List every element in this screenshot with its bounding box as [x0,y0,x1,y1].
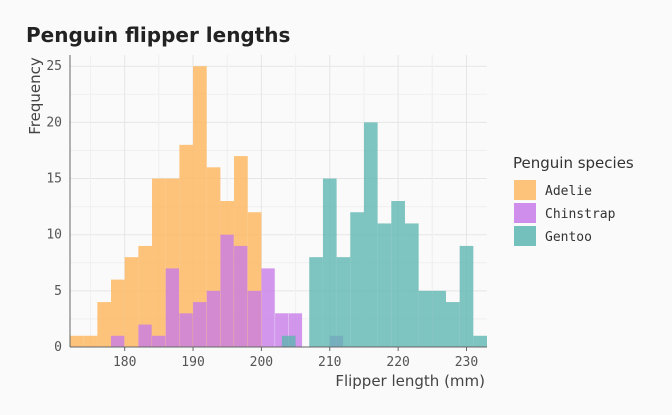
bar-chinstrap [234,245,248,347]
y-tick-label: 5 [54,284,62,299]
x-tick-label: 210 [318,355,341,370]
y-tick-label: 15 [46,172,62,187]
bar-gentoo [473,335,487,347]
bar-chinstrap [220,234,234,347]
x-tick-label: 220 [386,355,409,370]
legend-label-gentoo: Gentoo [545,230,592,245]
bar-adelie [193,66,207,347]
bar-gentoo [336,257,351,347]
bar-adelie [83,335,98,347]
bar-gentoo [309,257,323,347]
x-tick-label: 190 [181,355,204,370]
bar-gentoo [459,245,474,347]
bar-gentoo [391,201,405,347]
bar-chinstrap [206,290,221,347]
x-tick-label: 200 [250,355,273,370]
bar-chinstrap [247,290,262,347]
y-tick-label: 20 [46,115,62,130]
bar-chinstrap [193,302,207,347]
bar-gentoo [350,212,364,347]
bar-gentoo [432,290,446,347]
y-tick-label: 10 [46,228,62,243]
bar-chinstrap [179,313,193,347]
legend-swatch-chinstrap [514,203,536,223]
legend-label-adelie: Adelie [545,184,592,199]
bar-adelie [97,302,112,347]
bar-adelie [124,257,139,347]
legend-swatch-gentoo [514,226,536,246]
x-tick-label: 180 [113,355,136,370]
bar-chinstrap [111,335,125,347]
y-tick-label: 0 [54,340,62,355]
bars [70,66,487,347]
chart-title: Penguin flipper lengths [26,23,290,47]
legend-swatch-adelie [514,180,536,200]
bar-chinstrap [261,268,275,347]
series-chinstrap [111,234,344,347]
legend-title: Penguin species [513,154,634,172]
series-gentoo [281,122,487,347]
bar-gentoo [418,290,433,347]
bar-gentoo [281,335,296,347]
bar-chinstrap [152,335,166,347]
x-tick-label: 230 [455,355,478,370]
bar-gentoo [445,302,460,347]
legend-items: Adelie Chinstrap Gentoo [514,180,616,246]
bar-chinstrap [165,268,180,347]
x-axis-label: Flipper length (mm) [335,372,485,390]
y-axis-label: Frequency [26,57,44,135]
bar-chinstrap [138,324,152,347]
legend: Penguin species Adelie Chinstrap Gentoo [513,154,634,246]
legend-label-chinstrap: Chinstrap [545,207,616,222]
bar-adelie [152,178,166,347]
bar-gentoo [404,223,419,347]
bar-adelie [138,245,153,347]
bar-gentoo [322,178,337,347]
y-tick-label: 25 [46,59,62,74]
axes: 0 5 10 15 20 25 180 190 200 210 220 230 [46,55,487,370]
bar-adelie [111,279,125,347]
bar-gentoo [377,223,392,347]
bar-adelie [179,144,194,347]
bar-adelie [70,335,84,347]
bar-gentoo [363,122,378,347]
